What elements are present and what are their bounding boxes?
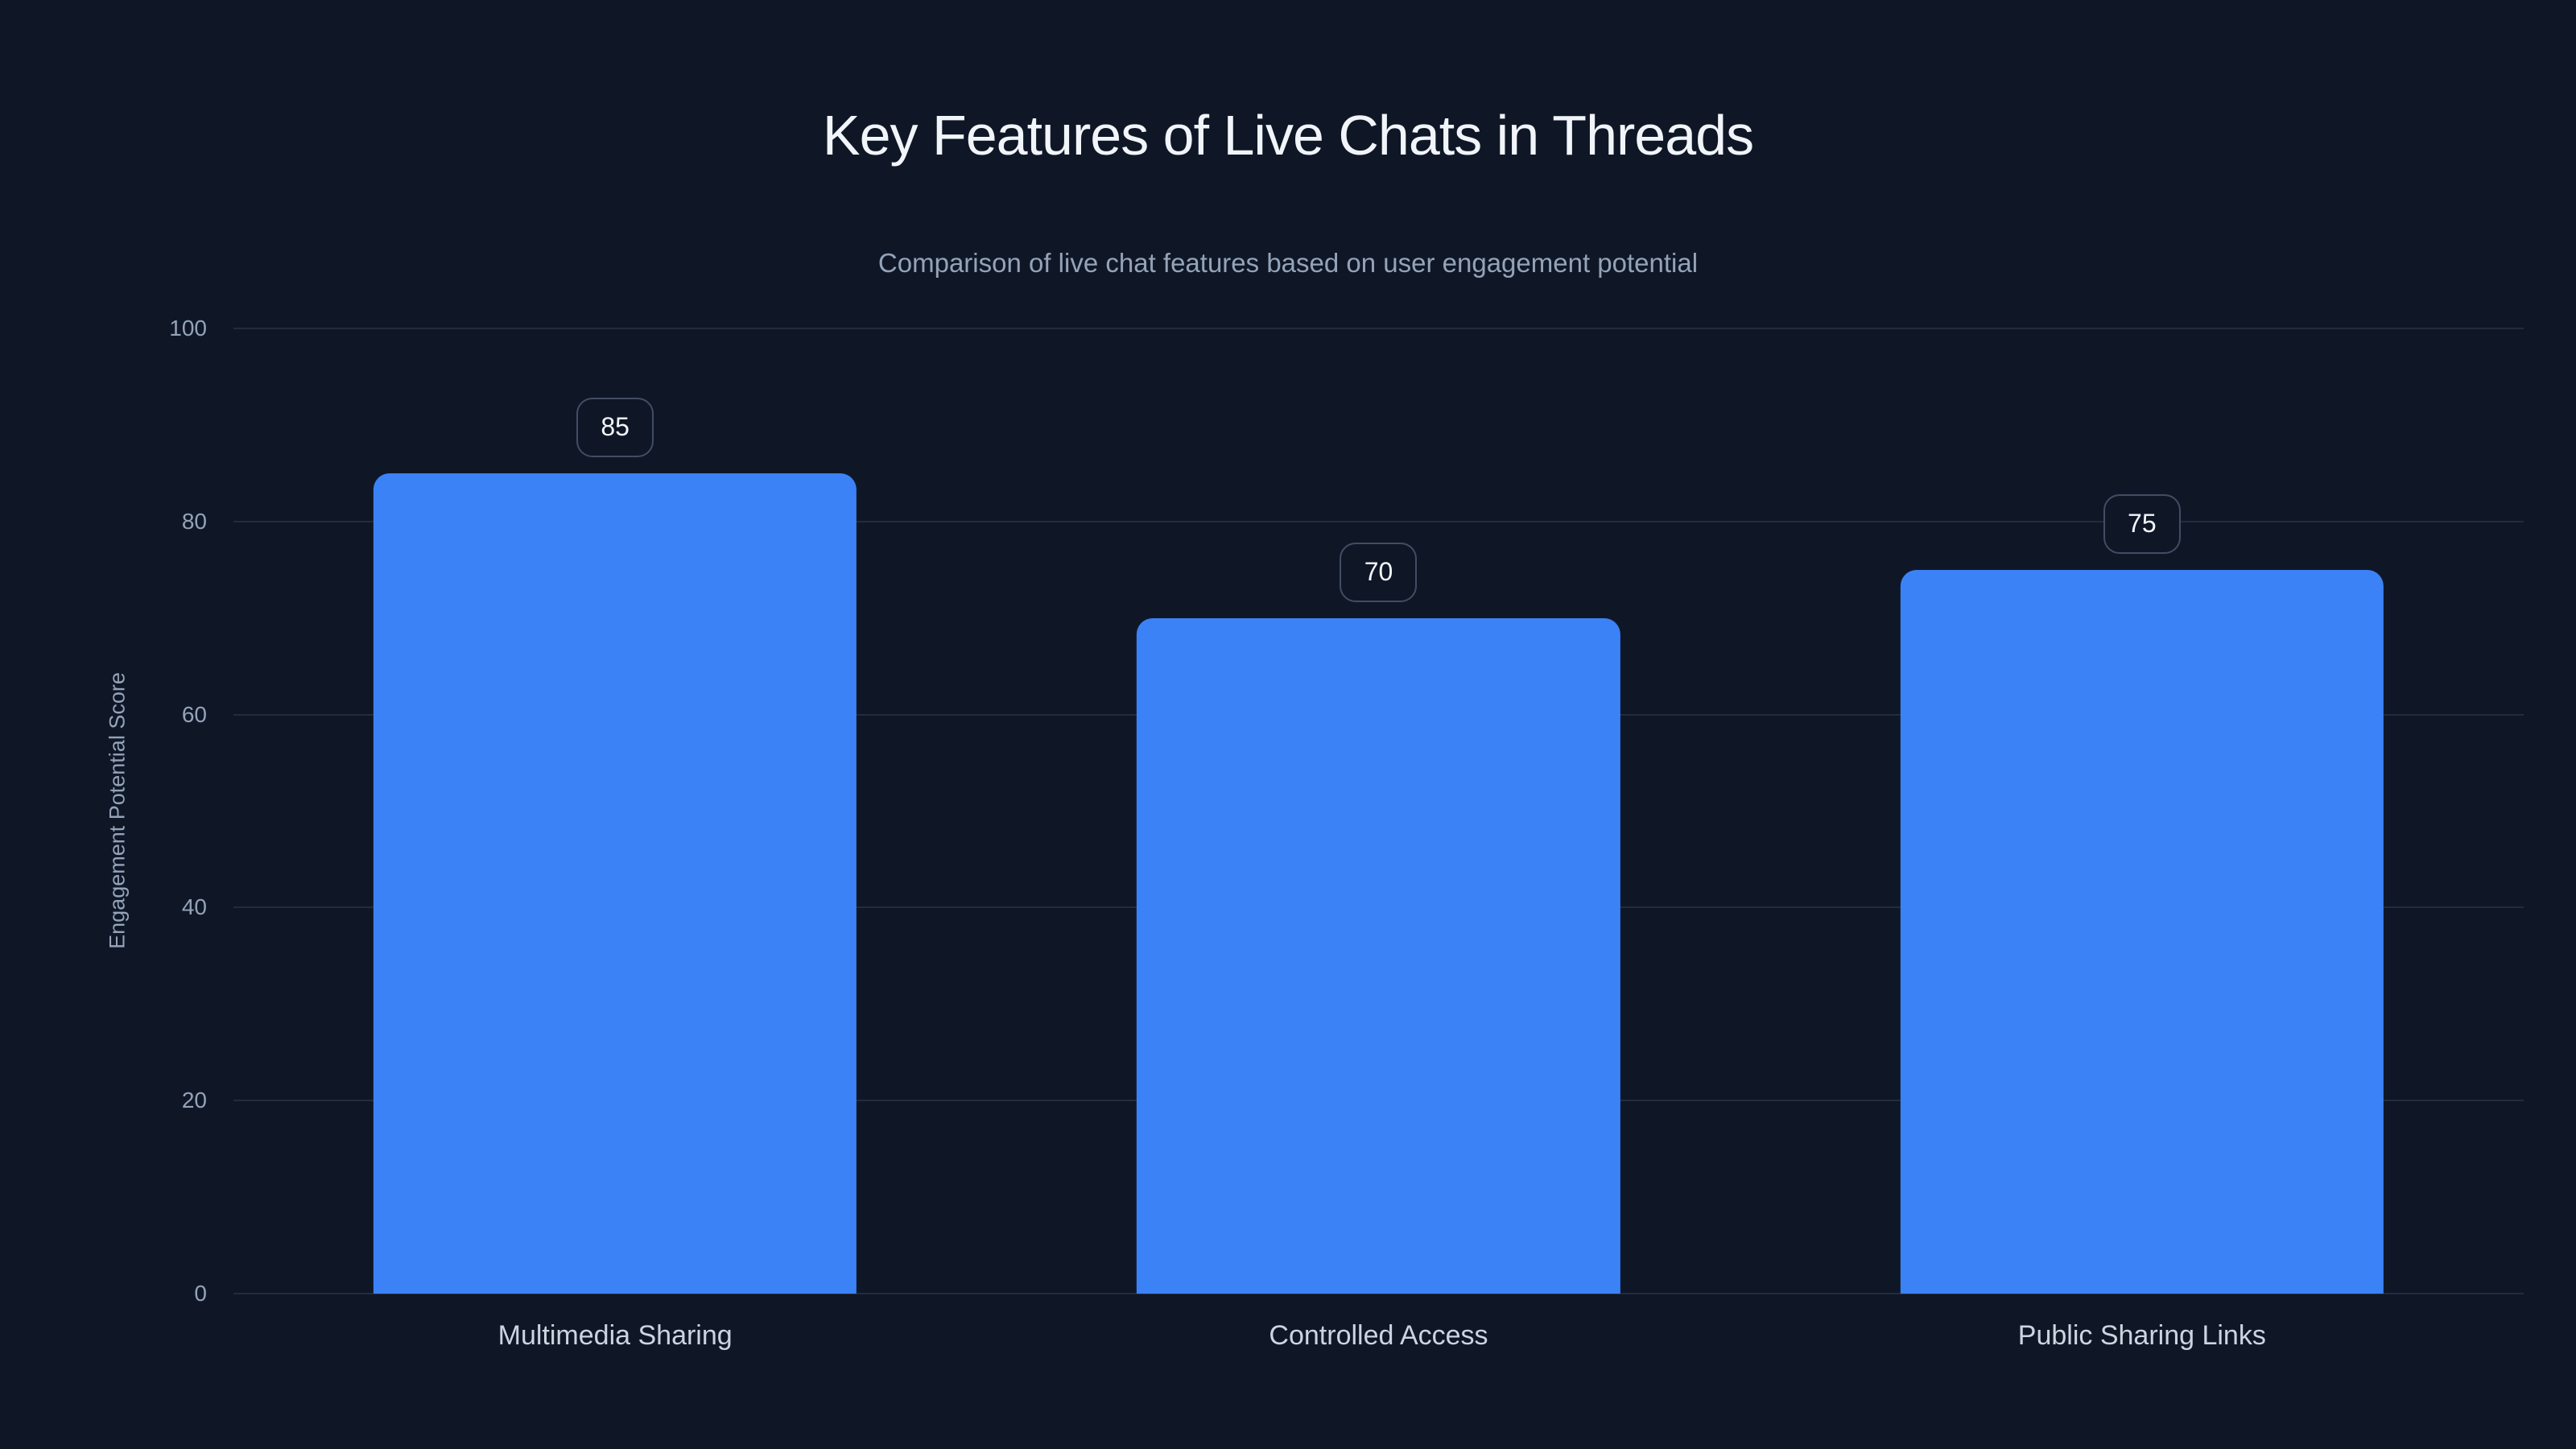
x-category-label: Controlled Access [1269, 1320, 1488, 1351]
plot-area: 85 70 75 [233, 328, 2524, 1294]
bar [374, 473, 857, 1294]
gridline [233, 520, 2524, 522]
bar-value-badge: 75 [2103, 493, 2181, 554]
bar-band: 70 [997, 328, 1760, 1294]
x-axis-category-labels: Multimedia Sharing Controlled Access Publi… [233, 1320, 2524, 1352]
gridline [233, 1293, 2524, 1294]
chart-subtitle: Comparison of live chat features based o… [877, 248, 1699, 278]
x-category-label: Multimedia Sharing [497, 1320, 733, 1351]
bars-layer: 85 70 75 [233, 328, 2524, 1294]
gridline [233, 328, 2524, 329]
y-tick-label: 0 [194, 1281, 207, 1306]
y-tick-label: 80 [181, 508, 207, 534]
bar [1900, 569, 2384, 1294]
y-tick-label: 60 [181, 701, 207, 727]
x-category-label: Public Sharing Links [2017, 1320, 2266, 1351]
chart-title: Key Features of Live Chats in Threads [822, 104, 1754, 167]
bar-band: 85 [233, 328, 997, 1294]
y-axis-tick-labels: 0 20 40 60 80 100 [0, 317, 207, 1305]
bar-value-badge: 70 [1340, 542, 1418, 602]
y-tick-label: 40 [181, 894, 207, 920]
bar [1137, 617, 1620, 1294]
y-tick-label: 20 [181, 1088, 207, 1113]
bar-value-badge: 85 [576, 397, 654, 457]
bar-band: 75 [1761, 328, 2524, 1294]
y-tick-label: 100 [169, 316, 207, 341]
